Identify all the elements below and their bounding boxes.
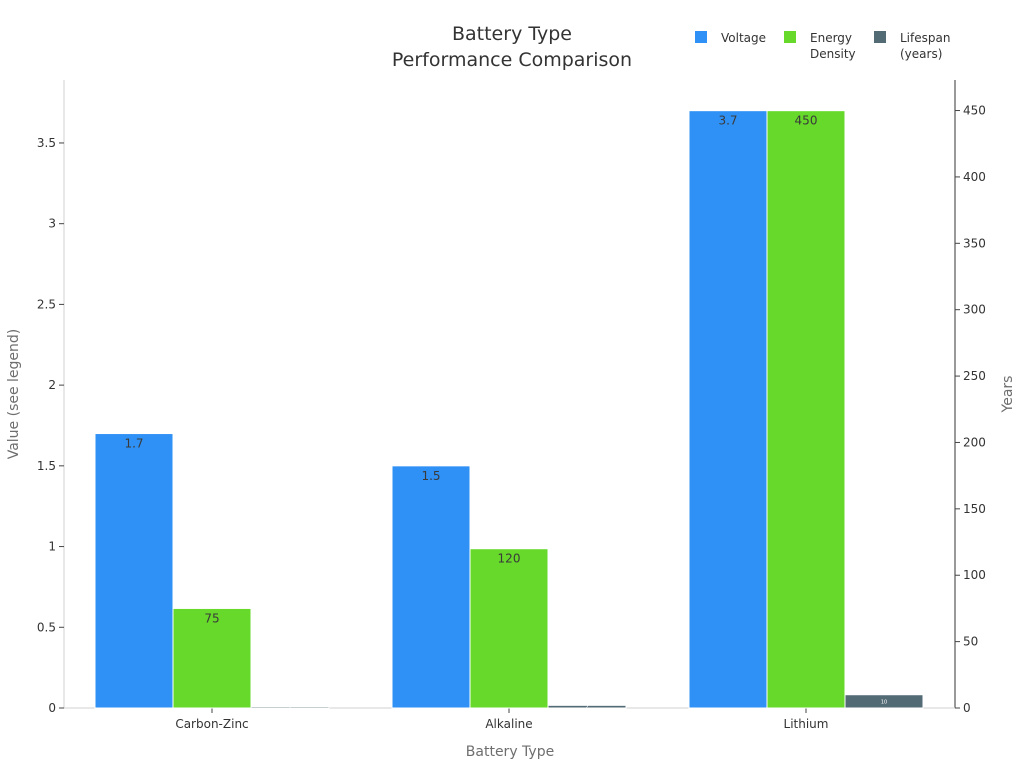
y-axis-left-title: Value (see legend)	[6, 329, 22, 460]
right-axis-tick-label: 450	[963, 104, 986, 118]
chart-title: Battery Type Performance Comparison	[392, 23, 632, 71]
bar-voltage	[688, 110, 768, 709]
bar-value-label: 450	[795, 114, 818, 128]
left-axis-tick-label: 2.5	[37, 297, 56, 311]
legend-swatch	[784, 31, 796, 43]
bar-voltage	[94, 433, 174, 709]
bar-value-label: 75	[204, 611, 219, 625]
legend-label: Voltage	[721, 31, 766, 45]
bar-value-label: 1.5	[421, 469, 440, 483]
bar-value-label: 1.7	[124, 437, 143, 451]
left-axis-tick-label: 1.5	[37, 459, 56, 473]
bar-value-label: 120	[498, 552, 521, 566]
bar-energy-density	[469, 548, 549, 709]
axes: 0 0.5 1 1.5 2 2.5 3 3.5 0 50 100 150 200 250 300 350 400…	[6, 80, 1016, 760]
left-axis-tick-label: 0	[48, 701, 56, 715]
bar-value-label: 1	[288, 705, 291, 711]
left-axis-tick-label: 0.5	[37, 620, 56, 634]
left-axis-tick-label: 3	[48, 217, 56, 231]
left-axis-tick-label: 3.5	[37, 136, 56, 150]
bar-value-label: 10	[881, 699, 887, 705]
bar-lifespan-years-	[547, 704, 627, 709]
x-axis-tick-label: Alkaline	[485, 717, 532, 731]
y-axis-right-title: Years	[1000, 376, 1016, 414]
right-axis-tick-label: 350	[963, 236, 986, 250]
right-axis-tick-label: 400	[963, 170, 986, 184]
legend-swatch	[874, 31, 886, 43]
right-axis-tick-label: 300	[963, 303, 986, 317]
bar-lifespan-years-	[250, 706, 330, 709]
bar-labels: 1.7 75 1 1.5 120 2 3.7 450 10	[124, 114, 887, 712]
right-axis-tick-label: 200	[963, 435, 986, 449]
chart-title-line: Performance Comparison	[392, 49, 632, 71]
legend-label: Density	[810, 47, 856, 61]
bars	[94, 110, 924, 709]
bar-value-label: 2	[585, 705, 588, 711]
left-axis-tick-label: 1	[48, 540, 56, 554]
right-axis-tick-label: 0	[963, 701, 971, 715]
x-axis-tick-label: Carbon-Zinc	[175, 717, 248, 731]
bar-energy-density	[172, 607, 252, 709]
right-axis-tick-label: 150	[963, 502, 986, 516]
chart-title-line: Battery Type	[452, 23, 572, 45]
left-axis-tick-label: 2	[48, 378, 56, 392]
legend: Voltage Energy Density Lifespan (years)	[695, 31, 950, 61]
right-axis-tick-label: 250	[963, 369, 986, 383]
bar-value-label: 3.7	[718, 114, 737, 128]
right-axis-tick-label: 100	[963, 568, 986, 582]
legend-swatch	[695, 31, 707, 43]
bar-voltage	[391, 465, 471, 709]
legend-label: Energy	[810, 31, 852, 45]
bar-lifespan-years-	[844, 694, 924, 709]
right-axis-tick-label: 50	[963, 635, 978, 649]
x-axis-tick-label: Lithium	[784, 717, 829, 731]
x-axis-title: Battery Type	[466, 744, 554, 760]
legend-label: (years)	[900, 47, 942, 61]
bar-energy-density	[766, 110, 846, 709]
legend-label: Lifespan	[900, 31, 950, 45]
